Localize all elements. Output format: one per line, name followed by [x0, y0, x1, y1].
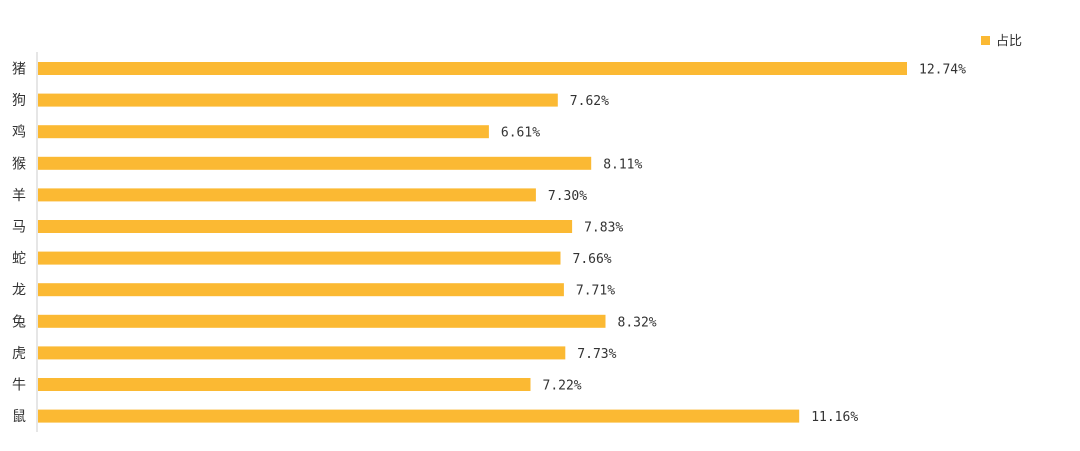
category-label: 羊	[12, 188, 26, 204]
value-label: 7.73%	[577, 347, 616, 362]
value-label: 7.30%	[548, 189, 587, 204]
bar-8	[38, 315, 606, 328]
category-label: 猪	[12, 62, 26, 78]
value-label: 7.22%	[543, 379, 582, 394]
bar-3	[38, 157, 591, 170]
category-label: 鸡	[12, 124, 26, 141]
legend: 占比	[981, 34, 1022, 49]
bar-4	[38, 188, 536, 201]
value-label: 11.16%	[811, 410, 858, 425]
value-label: 6.61%	[501, 126, 540, 141]
bars-group	[38, 62, 907, 423]
bar-9	[38, 346, 565, 359]
value-label: 7.66%	[573, 252, 612, 267]
value-label: 7.62%	[570, 94, 609, 109]
bar-0	[38, 62, 907, 75]
bar-10	[38, 378, 531, 391]
category-label: 马	[12, 220, 26, 236]
value-label: 12.74%	[919, 63, 966, 78]
legend-swatch	[981, 36, 990, 45]
value-label: 7.83%	[584, 221, 623, 236]
category-label: 蛇	[12, 251, 26, 267]
value-label: 8.11%	[603, 157, 642, 172]
value-labels: 12.74% 7.62% 6.61% 8.11% 7.30% 7.83% 7.66% 7.71…	[501, 63, 966, 426]
bar-11	[38, 410, 799, 423]
bar-5	[38, 220, 572, 233]
bar-6	[38, 252, 561, 265]
category-label: 狗	[12, 93, 26, 109]
value-label: 8.32%	[618, 315, 657, 330]
category-label: 牛	[12, 378, 26, 394]
value-label: 7.71%	[576, 284, 615, 299]
category-label: 兔	[12, 314, 26, 330]
category-label: 猴	[12, 156, 26, 172]
category-label: 虎	[12, 346, 26, 362]
legend-label-share: 占比	[996, 34, 1022, 49]
bar-1	[38, 94, 558, 107]
bar-7	[38, 283, 564, 296]
category-label: 龙	[12, 283, 26, 299]
category-label: 鼠	[12, 409, 26, 425]
bar-2	[38, 125, 489, 138]
